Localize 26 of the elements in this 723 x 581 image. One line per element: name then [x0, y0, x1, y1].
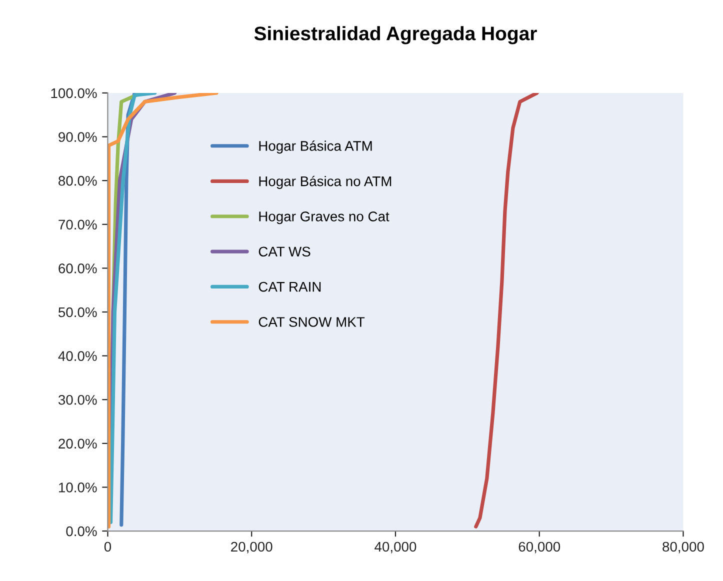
line-series [108, 92, 157, 524]
legend-label: Hogar Básica no ATM [259, 176, 392, 189]
x-tick-label: 80,000 [662, 542, 704, 554]
y-tick-label: 100.0% [51, 88, 97, 98]
legend-label: CAT WS [258, 246, 310, 257]
line-series [474, 92, 539, 528]
x-tick-label: 60,000 [518, 542, 560, 554]
y-tick-label: 0.0% [66, 526, 97, 536]
y-tick-label: 90.0% [58, 132, 97, 142]
y-tick-label: 30.0% [58, 394, 97, 405]
y-tick-label: 60.0% [58, 264, 97, 274]
y-tick-label: 40.0% [58, 351, 97, 361]
legend-label: CAT SNOW MKT [258, 317, 365, 327]
legend-label: Hogar Graves no Cat [259, 212, 390, 224]
chart-title: Siniestralidad Agregada Hogar [254, 26, 537, 44]
y-tick-label: 80.0% [58, 176, 97, 186]
x-tick-label: 40,000 [374, 542, 416, 554]
x-tick-label: 20,000 [231, 542, 272, 554]
y-tick-label: 10.0% [58, 482, 97, 492]
y-tick-label: 20.0% [58, 438, 97, 449]
x-tick-label: 0 [104, 542, 112, 552]
y-tick-label: 70.0% [58, 220, 97, 230]
y-tick-label: 50.0% [58, 307, 97, 318]
legend-label: CAT RAIN [258, 282, 321, 292]
line-series [108, 92, 218, 528]
legend-label: Hogar Básica ATM [259, 140, 372, 154]
